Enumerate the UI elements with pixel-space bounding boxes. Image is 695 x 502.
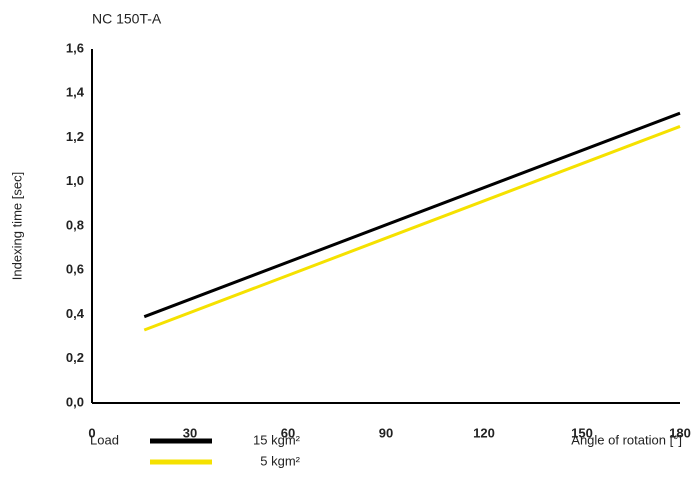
legend-label: 5 kgm² [260, 453, 300, 468]
chart-title: NC 150T-A [92, 11, 162, 27]
y-tick-label: 0,4 [66, 306, 85, 321]
y-tick-label: 1,0 [66, 173, 84, 188]
series-line [143, 125, 681, 332]
legend-title: Load [90, 432, 119, 447]
y-tick-label: 1,4 [66, 85, 85, 100]
y-tick-label: 0,8 [66, 217, 84, 232]
y-tick-label: 0,2 [66, 350, 84, 365]
y-tick-label: 1,2 [66, 129, 84, 144]
x-axis-label: Angle of rotation [°] [571, 432, 682, 447]
y-tick-label: 0,6 [66, 262, 84, 277]
x-tick-label: 150 [571, 425, 593, 440]
x-tick-label: 90 [379, 425, 393, 440]
y-tick-label: 0,0 [66, 394, 84, 409]
legend-label: 15 kgm² [253, 432, 301, 447]
series-line [143, 111, 681, 319]
y-tick-label: 1,6 [66, 40, 84, 55]
x-tick-label: 180 [669, 425, 691, 440]
x-tick-label: 120 [473, 425, 495, 440]
x-tick-label: 30 [183, 425, 197, 440]
x-tick-label: 60 [281, 425, 295, 440]
x-tick-label: 0 [88, 425, 95, 440]
y-axis-label: Indexing time [sec] [9, 172, 24, 280]
